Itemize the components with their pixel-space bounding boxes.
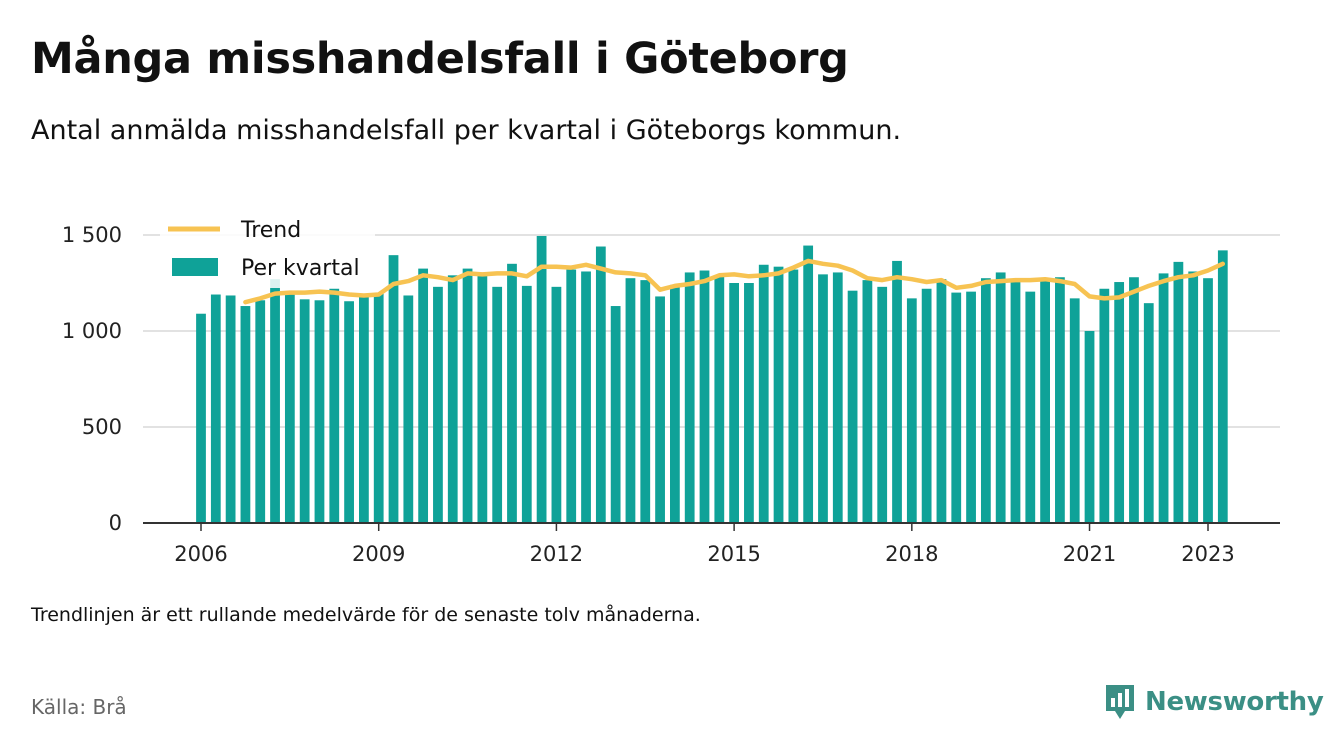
bar xyxy=(270,279,280,523)
x-tick-label: 2012 xyxy=(530,542,583,566)
bar xyxy=(1055,277,1065,523)
footnote: Trendlinjen är ett rullande medelvärde f… xyxy=(31,604,701,626)
x-tick-label: 2018 xyxy=(885,542,938,566)
y-tick-label: 500 xyxy=(82,415,122,439)
bar xyxy=(521,285,532,523)
bar xyxy=(196,313,206,523)
bar xyxy=(284,293,295,523)
legend-swatch-bar xyxy=(172,258,218,276)
y-tick-label: 1 000 xyxy=(62,319,122,343)
bar xyxy=(403,295,414,523)
bar xyxy=(847,290,858,523)
bar xyxy=(744,283,754,523)
trend-line xyxy=(243,258,1226,305)
bar xyxy=(536,235,547,523)
chart-title: Många misshandelsfall i Göteborg xyxy=(31,34,849,84)
bar xyxy=(359,295,369,523)
axes: 0 500 1 000 1 500 2006 2009 2012 2015 2018 2021 20… xyxy=(62,223,1280,566)
bar xyxy=(299,299,310,523)
bar xyxy=(595,246,606,523)
bar xyxy=(892,260,902,523)
bar xyxy=(388,255,399,523)
bar xyxy=(477,274,488,523)
brand-logo[interactable]: Newsworthy xyxy=(1103,682,1324,722)
bar xyxy=(507,263,517,523)
bar xyxy=(1188,271,1199,523)
x-tick-label: 2023 xyxy=(1181,542,1234,566)
bar xyxy=(773,266,784,523)
bar xyxy=(373,293,384,523)
legend-label: Per kvartal xyxy=(241,256,360,281)
bar xyxy=(862,280,873,523)
bar xyxy=(788,269,799,523)
bar xyxy=(921,288,932,523)
bar xyxy=(714,276,725,523)
bar xyxy=(240,306,251,523)
legend-label: Trend xyxy=(240,218,301,243)
bar-series xyxy=(196,235,1228,524)
bar xyxy=(314,300,325,523)
bar xyxy=(699,270,710,523)
newsworthy-logo-icon xyxy=(1106,685,1134,719)
bar xyxy=(669,284,680,523)
bar xyxy=(1217,250,1228,524)
bar xyxy=(581,271,591,523)
bar xyxy=(462,268,473,523)
bar xyxy=(1158,273,1169,523)
bar xyxy=(344,301,354,523)
bar xyxy=(818,274,828,523)
bar xyxy=(995,272,1006,523)
bar xyxy=(551,286,562,523)
x-tick-label: 2006 xyxy=(174,542,227,566)
bar xyxy=(684,272,695,523)
bar xyxy=(906,298,917,523)
bar xyxy=(729,283,740,523)
source-note: Källa: Brå xyxy=(31,695,127,719)
bar xyxy=(447,275,458,523)
bar xyxy=(1114,282,1125,523)
bar xyxy=(1129,277,1139,523)
chart-plot: 0 500 1 000 1 500 2006 2009 2012 2015 2018 2021 20… xyxy=(62,210,1280,566)
bar xyxy=(418,268,429,523)
bar xyxy=(951,292,962,523)
bar xyxy=(1084,331,1095,523)
legend: Trend Per kvartal xyxy=(160,210,375,288)
bar xyxy=(610,306,621,523)
y-tick-label: 0 xyxy=(109,511,122,535)
bar xyxy=(1040,279,1050,523)
trend-series xyxy=(243,258,1226,305)
bar xyxy=(758,264,769,523)
bar xyxy=(655,296,665,523)
chart-subtitle: Antal anmälda misshandelsfall per kvarta… xyxy=(31,115,902,146)
bar xyxy=(1025,291,1036,523)
bar xyxy=(803,245,814,523)
brand-name: Newsworthy xyxy=(1145,687,1324,717)
bar xyxy=(329,288,340,523)
y-tick-label: 1 500 xyxy=(62,223,122,247)
bar xyxy=(936,279,947,523)
x-tick-label: 2009 xyxy=(352,542,405,566)
bar xyxy=(433,286,443,523)
bar xyxy=(1203,278,1213,523)
bar xyxy=(210,294,221,523)
bar xyxy=(1010,280,1021,523)
bar xyxy=(832,272,843,523)
bar xyxy=(225,295,236,523)
bar xyxy=(877,286,888,523)
bar xyxy=(1143,303,1154,523)
x-tick-label: 2015 xyxy=(707,542,760,566)
bar xyxy=(566,269,577,523)
bar xyxy=(1099,288,1110,523)
x-tick-label: 2021 xyxy=(1063,542,1116,566)
bar xyxy=(492,286,503,523)
bar xyxy=(255,300,266,523)
bar xyxy=(625,278,636,523)
bar xyxy=(640,280,651,523)
bar xyxy=(966,291,976,523)
bar xyxy=(1069,298,1080,523)
bar xyxy=(980,278,991,523)
bar xyxy=(1173,261,1184,523)
